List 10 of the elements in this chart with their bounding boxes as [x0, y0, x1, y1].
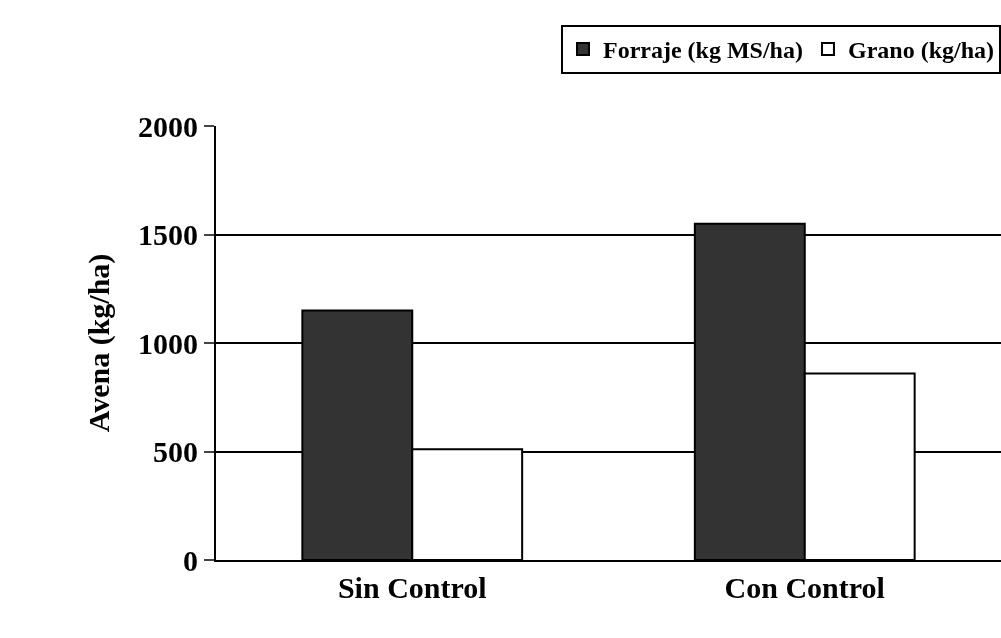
- x-tick-label: Con Control: [724, 571, 885, 604]
- y-axis-title: Avena (kg/ha): [81, 253, 116, 433]
- y-tick-label: 500: [153, 435, 198, 468]
- legend-label: Forraje (kg MS/ha): [603, 37, 803, 64]
- x-tick-label: Sin Control: [337, 571, 487, 604]
- y-tick-label: 2000: [138, 109, 198, 143]
- legend-label: Grano (kg/ha): [847, 37, 994, 64]
- y-tick-label: 1000: [138, 326, 198, 360]
- y-tick-label: 1500: [138, 218, 198, 251]
- y-tick-label: 0: [183, 543, 198, 577]
